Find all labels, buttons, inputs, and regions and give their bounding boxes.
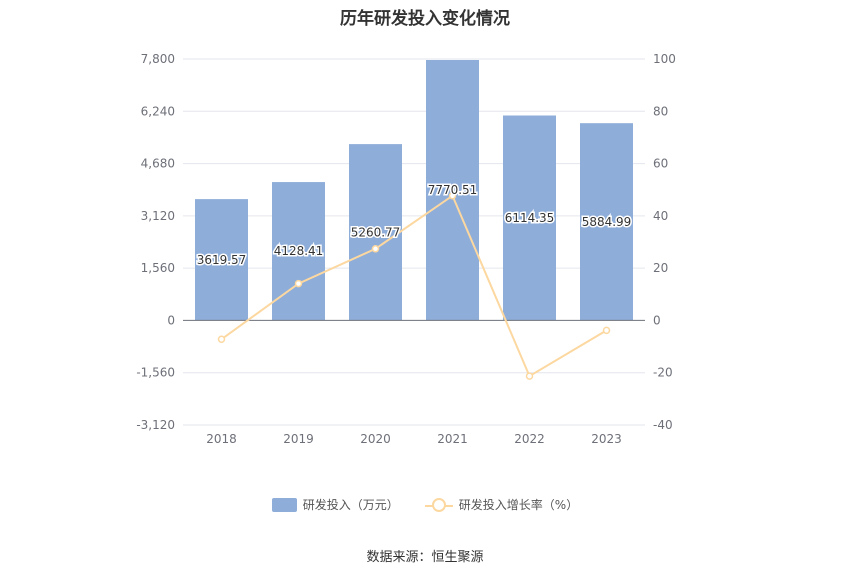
bar (503, 115, 556, 321)
growth-point (602, 326, 611, 335)
x-tick-label: 2020 (360, 432, 391, 446)
growth-point (294, 279, 303, 288)
legend: 研发投入（万元） 研发投入增长率（%） (0, 496, 850, 513)
legend-bar-swatch (271, 497, 297, 512)
y-left-tick-label: 0 (167, 313, 175, 327)
bar-value-label: 4128.41 (274, 244, 324, 258)
bar-value-label: 6114.35 (505, 211, 555, 225)
x-tick-label: 2019 (283, 432, 314, 446)
y-right-tick-label: 0 (653, 313, 661, 327)
y-right-tick-label: 60 (653, 157, 668, 171)
x-tick-label: 2018 (206, 432, 237, 446)
legend-line-label: 研发投入增长率（%） (458, 498, 579, 512)
bar (195, 199, 248, 321)
bar (426, 59, 479, 321)
y-right-tick-label: 80 (653, 104, 668, 118)
chart-title: 历年研发投入变化情况 (340, 9, 510, 29)
legend-bar-label: 研发投入（万元） (302, 498, 399, 512)
y-left-tick-label: 1,560 (141, 261, 175, 275)
y-left-tick-label: -3,120 (136, 418, 175, 432)
x-tick-label: 2021 (437, 432, 468, 446)
growth-line (220, 194, 608, 378)
bar-series (195, 59, 633, 321)
y-right-tick-label: 20 (653, 261, 668, 275)
data-labels: 3619.57 4128.41 5260.77 7770.51 6114.35 5884.… (195, 182, 633, 269)
grid-lines (183, 58, 645, 426)
y-right-tick-label: -40 (653, 418, 673, 432)
x-tick-label: 2022 (514, 432, 545, 446)
growth-point (217, 335, 226, 344)
growth-point (371, 245, 380, 253)
bar-value-label: 3619.57 (197, 253, 247, 267)
y-left-tick-label: 3,120 (141, 209, 175, 223)
bar-value-label: 5260.77 (351, 225, 401, 239)
y-right-tick-label: 100 (653, 52, 676, 66)
bar-value-label: 5884.99 (582, 215, 632, 229)
y-right-tick-label: 40 (653, 209, 668, 223)
line-series (217, 191, 611, 380)
x-tick-label: 2023 (591, 432, 622, 446)
legend-item-line[interactable]: 研发投入增长率（%） (424, 496, 579, 513)
growth-point (448, 191, 457, 200)
legend-line-swatch (424, 497, 453, 512)
legend-item-bar[interactable]: 研发投入（万元） (271, 496, 399, 513)
bar-value-label: 7770.51 (428, 183, 478, 197)
bar (580, 123, 633, 321)
data-source: 数据来源：恒生聚源 (366, 550, 484, 565)
y-left-tick-label: 7,800 (141, 52, 175, 66)
growth-point (525, 372, 534, 380)
bar (349, 144, 402, 321)
y-left-tick-label: 6,240 (141, 104, 175, 118)
y-left-tick-label: -1,560 (136, 366, 175, 380)
y-left-tick-label: 4,680 (141, 157, 175, 171)
y-right-tick-label: -20 (653, 366, 673, 380)
axes: -3,120 -1,560 0 1,560 3,120 4,680 6,240 7,800 -4… (136, 52, 676, 446)
